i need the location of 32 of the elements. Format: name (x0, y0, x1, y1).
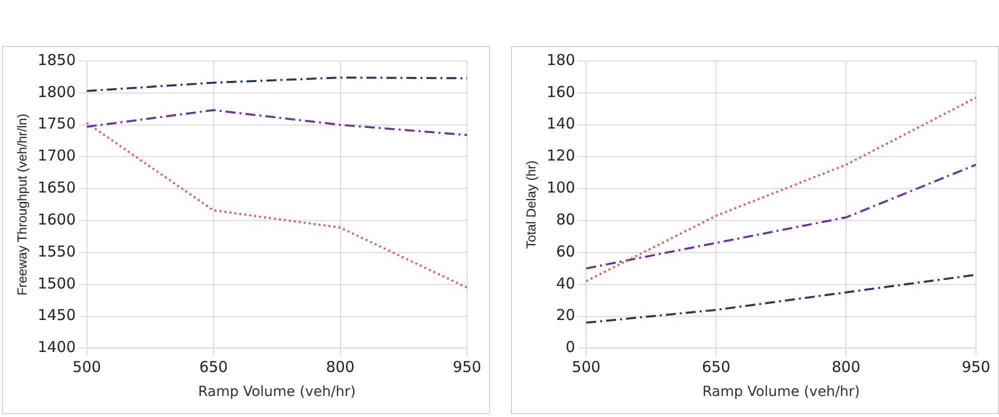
x-tick-label: 800 (832, 358, 860, 376)
y-tick-label: 1800 (38, 82, 76, 101)
y-tick-label: 1500 (38, 274, 76, 292)
y-tick-label: 1600 (38, 210, 76, 228)
x-tick-label: 950 (452, 358, 482, 376)
y-tick-label: 20 (556, 306, 576, 324)
x-tick-label: 950 (962, 358, 990, 376)
y-tick-label: 0 (566, 338, 576, 356)
y-tick-label: 100 (546, 178, 576, 197)
y-tick-label: 160 (546, 82, 576, 101)
y-tick-label: 1550 (38, 242, 76, 260)
x-axis-title: Ramp Volume (veh/hr) (702, 384, 860, 400)
y-tick-label: 1700 (38, 146, 76, 165)
x-tick-label: 650 (199, 358, 228, 376)
y-tick-label: 120 (546, 146, 576, 165)
y-tick-label: 180 (546, 50, 576, 69)
y-tick-label: 1450 (38, 306, 76, 324)
y-tick-label: 80 (556, 210, 576, 228)
y-tick-label: 40 (556, 274, 576, 292)
y-tick-label: 1750 (38, 114, 76, 133)
y-tick-label: 1850 (38, 50, 76, 69)
y-axis-title: Freeway Throughput (veh/hr/ln) (14, 114, 30, 296)
x-tick-label: 650 (702, 358, 730, 376)
x-tick-label: 800 (326, 358, 355, 376)
y-tick-label: 1400 (38, 338, 76, 356)
x-tick-label: 500 (72, 358, 102, 376)
x-tick-label: 500 (572, 358, 601, 376)
y-axis-title: Total Delay (hr) (523, 160, 538, 249)
x-axis-title: Ramp Volume (veh/hr) (198, 384, 356, 400)
y-tick-label: 140 (546, 114, 576, 133)
y-tick-label: 60 (556, 242, 576, 260)
y-tick-label: 1650 (38, 178, 76, 197)
